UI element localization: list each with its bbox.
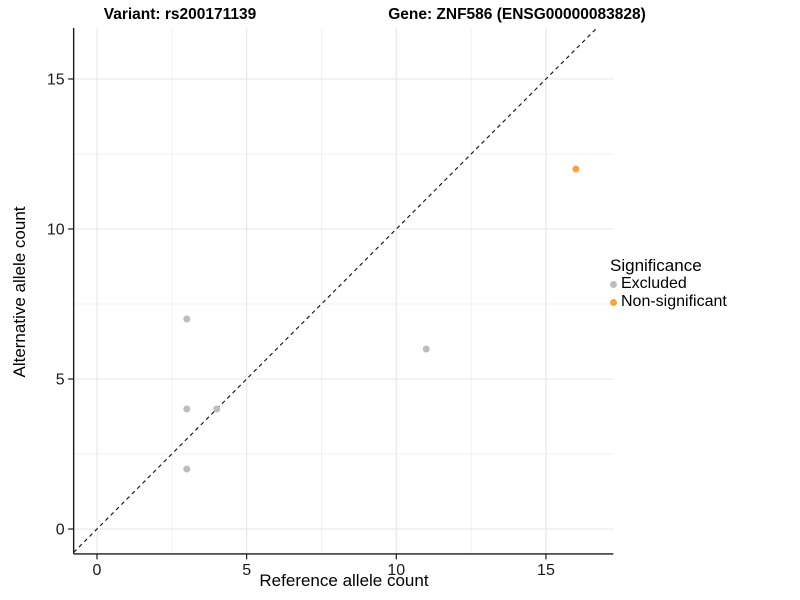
- data-point: [183, 465, 191, 473]
- legend-item-label: Non-significant: [621, 293, 727, 310]
- legend: Significance Excluded Non-significant: [610, 257, 727, 311]
- non-significant-dot-icon: [610, 298, 617, 306]
- plot-title-variant: Variant: rs200171139: [103, 6, 257, 23]
- y-tick-label: 15: [47, 72, 65, 89]
- x-tick-label: 10: [387, 562, 405, 579]
- excluded-dot-icon: [610, 280, 617, 288]
- data-point: [572, 165, 580, 173]
- data-point: [422, 345, 430, 353]
- y-tick-label: 10: [47, 222, 65, 239]
- x-tick-label: 5: [242, 562, 251, 579]
- legend-title: Significance: [610, 256, 702, 275]
- data-point: [183, 315, 191, 323]
- data-point: [213, 405, 221, 413]
- legend-item-excluded: Excluded: [610, 275, 727, 293]
- x-tick-label: 0: [93, 562, 102, 579]
- y-tick-label: 5: [56, 372, 65, 389]
- x-axis-title: Reference allele count: [259, 571, 429, 590]
- y-tick-label: 0: [56, 522, 65, 539]
- legend-item-label: Excluded: [621, 275, 687, 292]
- legend-item-non-significant: Non-significant: [610, 293, 727, 311]
- y-axis-title: Alternative allele count: [10, 206, 29, 378]
- plot-title-gene: Gene: ZNF586 (ENSG00000083828): [388, 6, 646, 23]
- x-tick-label: 15: [537, 562, 555, 579]
- identity-line: [73, 27, 598, 553]
- data-point: [183, 405, 191, 413]
